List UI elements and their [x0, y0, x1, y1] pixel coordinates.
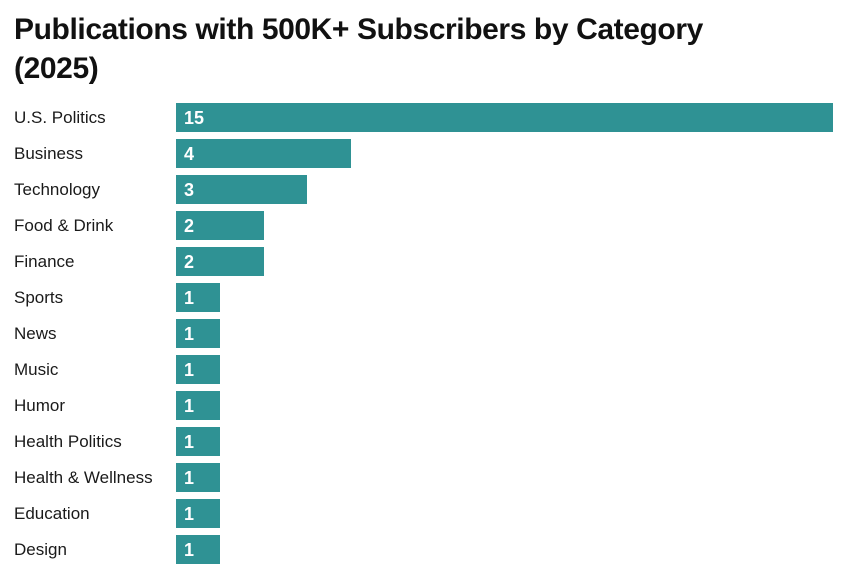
- bar-value-label: 4: [184, 143, 195, 164]
- bar: 1: [176, 499, 220, 528]
- category-label: Music: [14, 360, 59, 379]
- bar-value-label: 2: [184, 215, 195, 236]
- chart-row: Design 1: [0, 532, 844, 568]
- bar: 1: [176, 463, 220, 492]
- bar-track: 1: [176, 535, 833, 564]
- bar: 1: [176, 391, 220, 420]
- bar: 2: [176, 247, 264, 276]
- bar-track: 1: [176, 463, 833, 492]
- bar: 1: [176, 319, 220, 348]
- chart-title: Publications with 500K+ Subscribers by C…: [14, 13, 703, 85]
- bar-value-label: 1: [184, 287, 195, 308]
- bar-value-label: 1: [184, 359, 195, 380]
- chart-row: U.S. Politics 15: [0, 100, 844, 136]
- chart-row: Humor 1: [0, 388, 844, 424]
- category-label: Finance: [14, 252, 75, 271]
- category-label: Education: [14, 504, 90, 523]
- bar-track: 1: [176, 391, 833, 420]
- bar-track: 15: [176, 103, 833, 132]
- bar-value-label: 1: [184, 467, 195, 488]
- bar-track: 1: [176, 319, 833, 348]
- bar: 15: [176, 103, 833, 132]
- bar: 4: [176, 139, 352, 168]
- bar-value-label: 2: [184, 251, 195, 272]
- bar-value-label: 1: [184, 503, 195, 524]
- chart-rows: U.S. Politics 15 Business 4 Technology 3 Food …: [0, 100, 844, 568]
- bar-track: 1: [176, 283, 833, 312]
- bar-track: 3: [176, 175, 833, 204]
- bar-track: 4: [176, 139, 833, 168]
- bar-track: 2: [176, 211, 833, 240]
- bar-value-label: 1: [184, 431, 195, 452]
- category-label: U.S. Politics: [14, 108, 106, 127]
- bar-track: 1: [176, 427, 833, 456]
- chart-row: Education 1: [0, 496, 844, 532]
- category-label: Design: [14, 540, 67, 559]
- bar-track: 1: [176, 499, 833, 528]
- chart-row: Music 1: [0, 352, 844, 388]
- category-label: Sports: [14, 288, 64, 307]
- category-label: Health Politics: [14, 432, 122, 451]
- chart-row: Business 4: [0, 136, 844, 172]
- bar-value-label: 1: [184, 539, 195, 560]
- bar: 3: [176, 175, 308, 204]
- bar: 1: [176, 355, 220, 384]
- bar: 2: [176, 211, 264, 240]
- bar-value-label: 1: [184, 323, 195, 344]
- category-label: Business: [14, 144, 83, 163]
- chart-row: Sports 1: [0, 280, 844, 316]
- category-label: Food & Drink: [14, 216, 114, 235]
- category-label: Health & Wellness: [14, 468, 153, 487]
- bar-value-label: 3: [184, 179, 195, 200]
- chart-row: News 1: [0, 316, 844, 352]
- category-label: News: [14, 324, 57, 343]
- bar-track: 1: [176, 355, 833, 384]
- bar-value-label: 1: [184, 395, 195, 416]
- chart-row: Health Politics 1: [0, 424, 844, 460]
- category-label: Technology: [14, 180, 101, 199]
- bar: 1: [176, 427, 220, 456]
- chart-row: Food & Drink 2: [0, 208, 844, 244]
- bar-track: 2: [176, 247, 833, 276]
- category-label: Humor: [14, 396, 66, 415]
- bar: 1: [176, 535, 220, 564]
- chart-row: Finance 2: [0, 244, 844, 280]
- bar: 1: [176, 283, 220, 312]
- chart-row: Health & Wellness 1: [0, 460, 844, 496]
- chart-row: Technology 3: [0, 172, 844, 208]
- bar-value-label: 15: [184, 107, 205, 128]
